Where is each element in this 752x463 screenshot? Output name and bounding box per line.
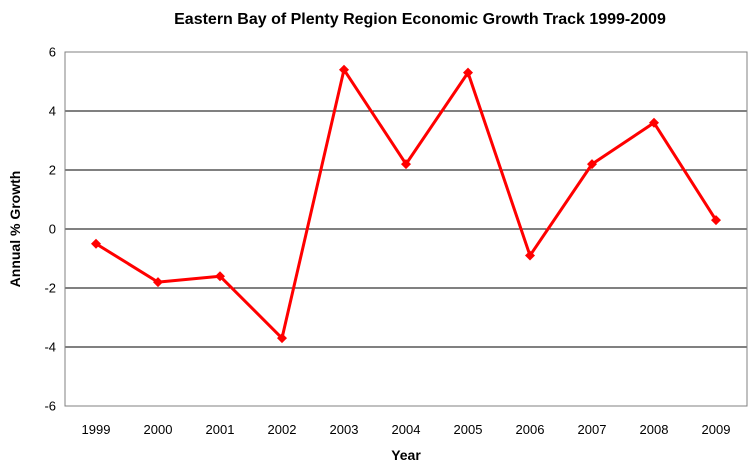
- data-point: [587, 159, 597, 170]
- data-point: [711, 215, 721, 226]
- data-point: [215, 271, 225, 282]
- x-tick-label: 2008: [640, 422, 669, 437]
- gridlines: [65, 51, 747, 348]
- data-point: [401, 159, 411, 170]
- y-tick-label: -2: [44, 281, 56, 296]
- x-tick-label: 2005: [454, 422, 483, 437]
- x-tick-label: 2002: [268, 422, 297, 437]
- y-tick-label: 0: [49, 222, 56, 237]
- series-line: [95, 68, 718, 340]
- y-tick-label: -4: [44, 340, 56, 355]
- x-axis-title: Year: [391, 447, 421, 463]
- chart-title: Eastern Bay of Plenty Region Economic Gr…: [174, 11, 666, 28]
- x-tick-label: 2006: [516, 422, 545, 437]
- y-axis-title: Annual % Growth: [7, 171, 23, 288]
- y-tick-label: -6: [44, 399, 56, 414]
- data-point: [339, 64, 349, 75]
- x-tick-label: 2001: [206, 422, 235, 437]
- data-point: [153, 277, 163, 288]
- data-point: [649, 117, 659, 128]
- x-axis-tick-labels: 1999 2000 2001 2002 2003 2004 2005 2006 2007 2008…: [82, 422, 731, 437]
- y-tick-label: 4: [49, 104, 56, 119]
- y-tick-label: 6: [49, 45, 56, 60]
- x-tick-label: 2004: [392, 422, 421, 437]
- data-point: [525, 250, 535, 261]
- data-point: [277, 333, 287, 344]
- y-tick-label: 2: [49, 163, 56, 178]
- plot-area-frame: [64, 51, 748, 407]
- data-point: [463, 67, 473, 78]
- x-tick-label: 1999: [82, 422, 111, 437]
- x-tick-label: 2009: [702, 422, 731, 437]
- x-tick-label: 2003: [330, 422, 359, 437]
- x-tick-label: 2000: [144, 422, 173, 437]
- data-point: [91, 238, 101, 249]
- series-layer: [91, 64, 721, 344]
- y-axis-tick-labels: -6 -4 -2 0 2 4 6: [44, 45, 56, 414]
- x-tick-label: 2007: [578, 422, 607, 437]
